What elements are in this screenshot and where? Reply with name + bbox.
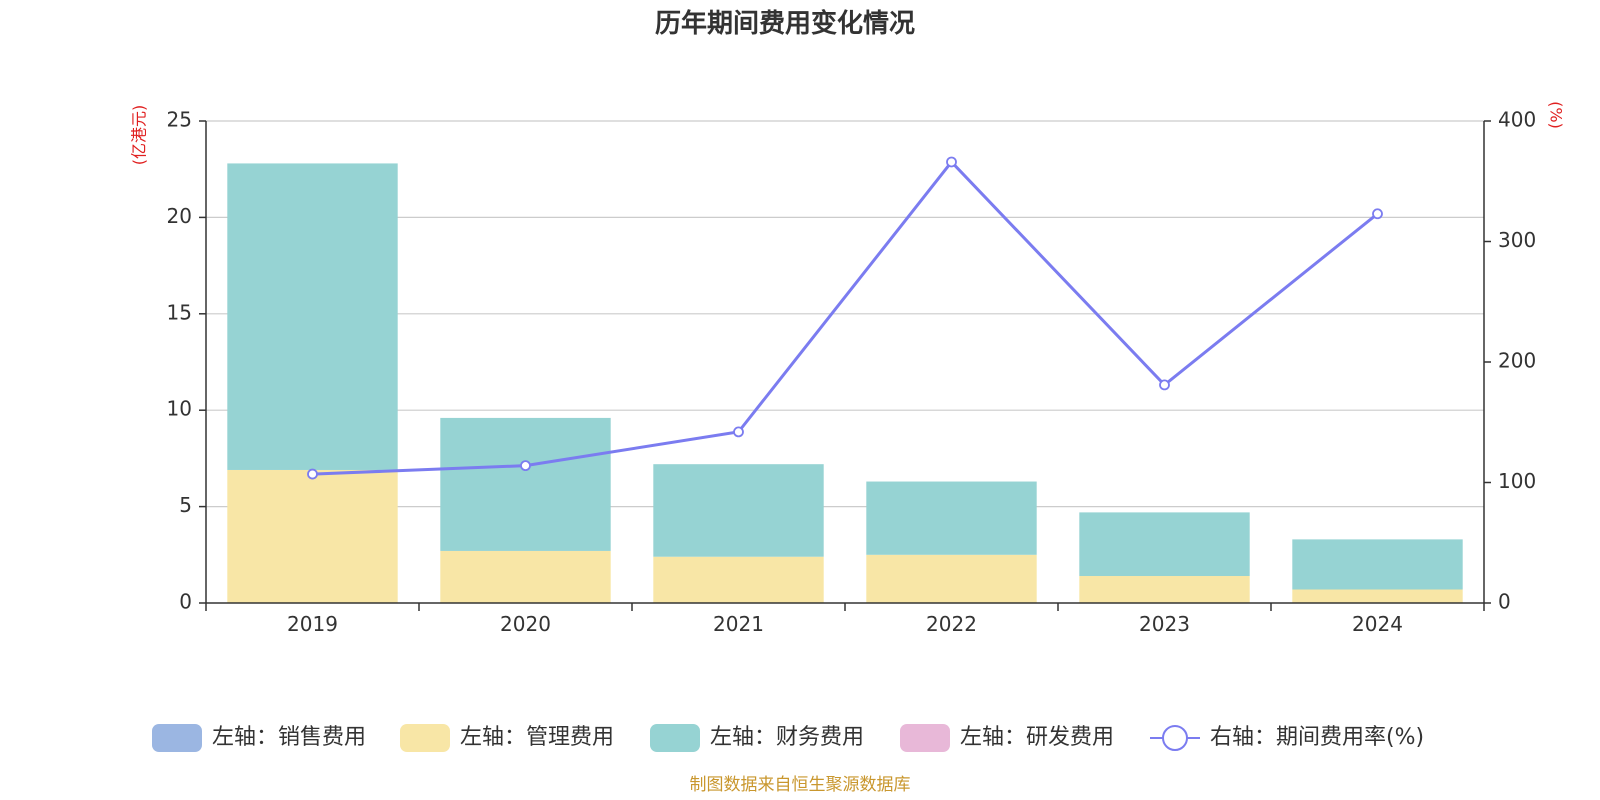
right-tick-label: 200	[1498, 349, 1536, 373]
rate-point	[1159, 379, 1170, 391]
right-tick-label: 300	[1498, 228, 1536, 252]
right-tick-label: 0	[1498, 590, 1511, 614]
right-tick-label: 400	[1498, 108, 1536, 132]
legend-label: 左轴：销售费用	[212, 725, 366, 750]
legend-label: 左轴：研发费用	[960, 725, 1114, 750]
left-tick-label: 15	[167, 300, 192, 324]
legend-swatch	[152, 724, 202, 752]
legend-label: 右轴：期间费用率(%)	[1210, 725, 1424, 750]
bar-segment	[227, 469, 398, 603]
bar-segment	[866, 554, 1037, 603]
bar-segment	[1079, 512, 1250, 577]
bar-segment	[653, 556, 824, 603]
x-tick-label: 2024	[1352, 612, 1403, 636]
left-tick-label: 20	[167, 204, 192, 228]
left-axis-unit: (亿港元)	[130, 105, 149, 166]
rate-line	[307, 156, 1383, 480]
left-tick-label: 0	[179, 590, 192, 614]
rate-point	[307, 468, 318, 480]
rate-point	[520, 460, 531, 472]
chart-title: 历年期间费用变化情况	[655, 8, 915, 39]
legend-swatch	[900, 724, 950, 752]
bar-segment	[1079, 576, 1250, 603]
x-tick-label: 2019	[287, 612, 338, 636]
left-tick-label: 10	[167, 397, 192, 421]
legend-swatch	[400, 724, 450, 752]
rate-point	[946, 156, 957, 168]
bars	[227, 163, 1463, 603]
x-tick-label: 2022	[926, 612, 977, 636]
left-tick-label: 25	[167, 108, 192, 132]
bar-segment	[1292, 539, 1463, 590]
legend-swatch	[650, 724, 700, 752]
axes: 0 5 10 15 20 25 0 100 200 300 400 2019 2020 2021 2022 2…	[167, 108, 1537, 637]
gridlines	[206, 120, 1484, 508]
rate-point	[1372, 208, 1383, 220]
rate-line-path	[312, 159, 1379, 476]
right-axis-unit: (%)	[1547, 101, 1566, 129]
source-note: 制图数据来自恒生聚源数据库	[690, 775, 911, 795]
bar-segment	[440, 417, 611, 551]
rate-point	[733, 426, 744, 438]
legend-label: 左轴：管理费用	[460, 725, 614, 750]
x-tick-label: 2020	[500, 612, 551, 636]
x-tick-label: 2023	[1139, 612, 1190, 636]
bar-segment	[1292, 589, 1463, 603]
bar-segment	[653, 464, 824, 557]
legend-label: 左轴：财务费用	[710, 725, 864, 750]
bar-segment	[440, 550, 611, 603]
left-tick-label: 5	[179, 493, 192, 517]
legend: 左轴：销售费用 左轴：管理费用 左轴：财务费用 左轴：研发费用 右轴：期间费用率(%)	[152, 724, 1424, 752]
bar-segment	[227, 163, 398, 470]
bar-segment	[866, 481, 1037, 555]
x-tick-label: 2021	[713, 612, 764, 636]
legend-marker	[1162, 725, 1188, 751]
right-tick-label: 100	[1498, 469, 1536, 493]
